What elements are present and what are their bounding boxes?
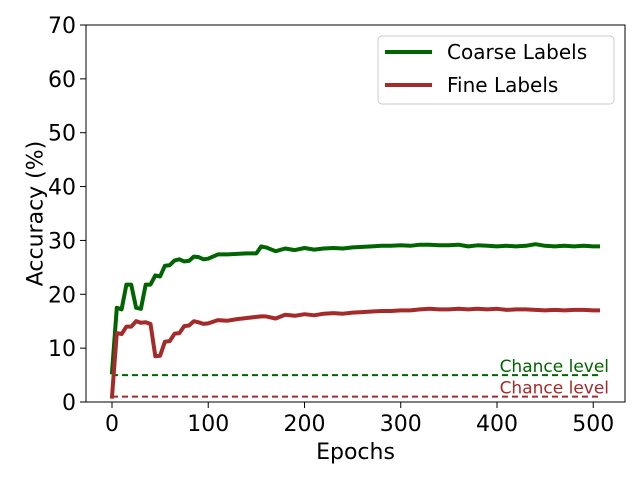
legend-label-coarse-labels: Coarse Labels (447, 40, 587, 64)
x-tick-label: 200 (283, 412, 325, 437)
reference-line-label-1: Chance level (500, 379, 609, 399)
y-tick-label: 0 (62, 391, 76, 416)
y-tick-label: 60 (48, 68, 76, 93)
y-tick-label: 50 (48, 122, 76, 147)
y-tick-label: 30 (48, 229, 76, 254)
y-tick-label: 70 (48, 14, 76, 39)
reference-lines (111, 374, 599, 398)
legend-label-fine-labels: Fine Labels (447, 73, 558, 97)
y-tick-label: 10 (48, 337, 76, 362)
series-lines (109, 242, 600, 399)
x-tick-label: 300 (380, 412, 422, 437)
x-axis-ticks: 0 100 200 300 400 500 (105, 402, 614, 437)
reference-line-label-0: Chance level (500, 357, 609, 377)
x-tick-label: 0 (105, 412, 119, 437)
y-axis-title: Accuracy (%) (24, 141, 49, 287)
series-line-coarse-labels (109, 242, 600, 375)
y-axis-ticks: 0 10 20 30 40 50 60 70 (48, 14, 86, 416)
x-tick-label: 400 (476, 412, 518, 437)
legend: Coarse Labels Fine Labels (377, 35, 615, 105)
x-tick-label: 100 (187, 412, 229, 437)
plot-frame (85, 24, 626, 403)
y-tick-label: 20 (48, 283, 76, 308)
x-tick-label: 500 (572, 412, 614, 437)
legend-box (377, 35, 615, 105)
y-tick-label: 40 (48, 176, 76, 201)
x-axis-title: Epochs (316, 440, 395, 465)
series-line-fine-labels (109, 306, 600, 399)
